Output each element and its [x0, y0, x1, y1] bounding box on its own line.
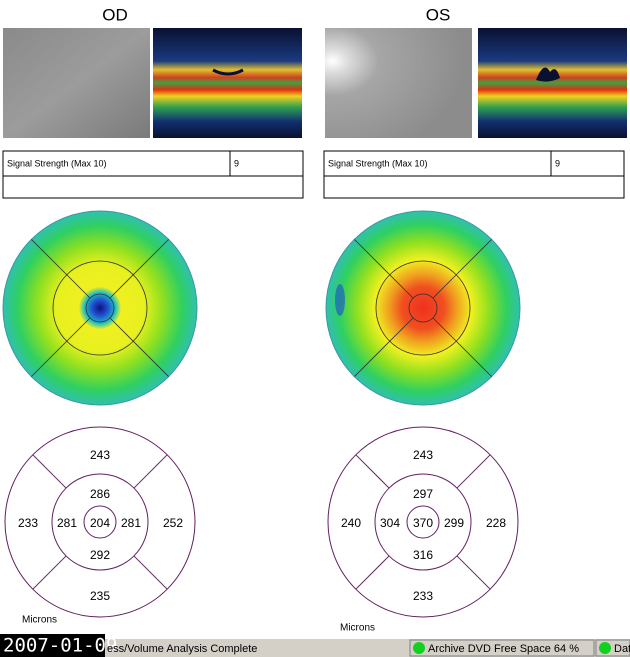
status-indicator: [413, 642, 425, 654]
eye-label: OD: [102, 5, 128, 24]
thickness-value: 228: [486, 516, 506, 530]
grid-ring: [83, 505, 117, 539]
map-sector-line: [354, 317, 414, 377]
map-ring: [85, 293, 115, 323]
grid-sector-line: [456, 454, 491, 489]
map-ring: [408, 293, 438, 323]
grid-sector-line: [32, 454, 67, 489]
grid-ring: [51, 473, 149, 571]
grid-ring: [406, 505, 440, 539]
status-panel: [409, 639, 595, 657]
thickness-value: 243: [413, 448, 433, 462]
signal-value: 9: [234, 158, 239, 168]
grid-sector-line: [355, 555, 390, 590]
archive-status: Archive DVD Free Space 64 %: [428, 643, 579, 655]
signal-value: 9: [555, 158, 560, 168]
oct-scan: [478, 28, 627, 138]
grid-sector-line: [32, 555, 67, 590]
thickness-value: 304: [380, 516, 400, 530]
thickness-value: 316: [413, 548, 433, 562]
map-sector-line: [109, 239, 169, 299]
fundus-image: [325, 28, 472, 138]
thickness-value: 252: [163, 516, 183, 530]
grid-ring: [327, 426, 519, 618]
thickness-value: 292: [90, 548, 110, 562]
thickness-value: 281: [57, 516, 77, 530]
map-sector-line: [109, 317, 169, 377]
thickness-value: 233: [413, 589, 433, 603]
status-indicator: [599, 642, 611, 654]
unit-label: Microns: [22, 615, 57, 626]
signal-label: Signal Strength (Max 10): [328, 158, 428, 168]
thickness-value: 243: [90, 448, 110, 462]
signal-table: [2, 150, 304, 199]
oct-cyst: [536, 67, 560, 82]
fundus-image: [3, 28, 150, 138]
thickness-value: 299: [444, 516, 464, 530]
oct-dip: [212, 68, 244, 76]
map-sector-line: [432, 239, 492, 299]
signal-table: [323, 150, 625, 199]
grid-sector-line: [355, 454, 390, 489]
status-panel: [595, 639, 630, 657]
grid-sector-line: [133, 555, 168, 590]
thickness-value: 286: [90, 487, 110, 501]
unit-label: Microns: [340, 623, 375, 634]
status-message: ess/Volume Analysis Complete: [107, 643, 257, 655]
thickness-value: 281: [121, 516, 141, 530]
grid-ring: [4, 426, 196, 618]
thickness-value: 240: [341, 516, 361, 530]
map-ring: [375, 260, 471, 356]
thickness-value: 233: [18, 516, 38, 530]
map-sector-line: [354, 239, 414, 299]
oct-scan: [153, 28, 302, 138]
status-bar: [0, 639, 630, 657]
date-box: [0, 634, 105, 657]
thickness-value: 235: [90, 589, 110, 603]
grid-sector-line: [133, 454, 168, 489]
grid-sector-line: [456, 555, 491, 590]
eye-label: OS: [426, 5, 451, 24]
grid-ring: [374, 473, 472, 571]
map-sector-line: [432, 317, 492, 377]
map-sector-line: [31, 317, 91, 377]
thickness-value: 370: [413, 516, 433, 530]
thickness-value: 204: [90, 516, 110, 530]
database-status: Dat: [614, 643, 630, 655]
map-ring: [52, 260, 148, 356]
thin-spot: [335, 284, 345, 316]
map-sector-line: [31, 239, 91, 299]
date: 2007-01-09: [3, 635, 117, 657]
thickness-value: 297: [413, 487, 433, 501]
signal-label: Signal Strength (Max 10): [7, 158, 107, 168]
